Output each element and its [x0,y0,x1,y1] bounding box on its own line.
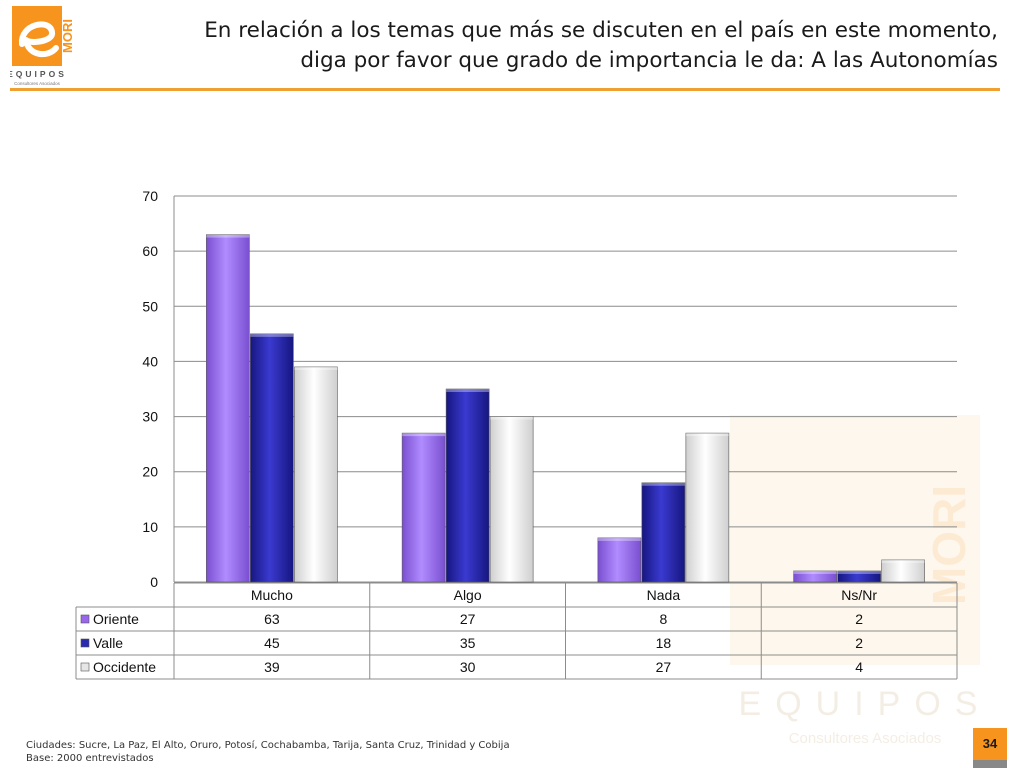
legend-key-valle [80,638,90,648]
watermark-brand-text: EQUIPOS [739,685,992,723]
legend-key-oriente [80,614,90,624]
table-cell-value: 2 [855,611,863,627]
bar-highlight [250,333,294,337]
table-cell-value: 4 [855,659,863,675]
y-tick-label: 10 [142,519,158,535]
logo-brand-text: EQUIPOS [10,69,67,79]
table-cell-value: 18 [656,635,672,651]
x-tick-label: Nada [647,587,681,603]
table-cell-value: 39 [264,659,280,675]
bar-occidente-nsnr [881,559,925,583]
logo-tagline-text: Consultores Asociados [14,81,61,86]
watermark-tagline-text: Consultores Asociados [789,730,942,747]
bar-valle-algo [445,388,490,583]
y-tick-label: 40 [142,353,158,369]
bar-highlight [402,433,446,437]
x-tick-label: Ns/Nr [841,587,877,603]
equipos-mori-logo: MORI EQUIPOS Consultores Asociados [10,6,75,86]
x-tick-label: Mucho [251,587,293,603]
bar-highlight [793,570,837,574]
title-line-1: En relación a los temas que más se discu… [204,18,998,43]
table-cell-value: 63 [264,611,280,627]
table-cell-value: 27 [656,659,672,675]
y-tick-label: 20 [142,464,158,480]
table-cell-value: 2 [855,635,863,651]
bar-valle-mucho [250,333,294,583]
table-cell-value: 27 [460,611,476,627]
bar-oriente-nada [597,537,642,583]
watermark-mori-text: MORI [923,485,975,605]
bar-valle-nsnr [837,570,881,583]
legend-label-occidente: Occidente [93,659,156,675]
table-cell-value: 45 [264,635,280,651]
bar-highlight [597,537,641,541]
bars-layer [206,234,925,583]
y-tick-label: 0 [150,574,158,590]
footnote-cities: Ciudades: Sucre, La Paz, El Alto, Oruro,… [26,740,510,751]
bar-oriente-nsnr [793,570,837,583]
bar-highlight [294,366,338,370]
bar-highlight [206,234,250,238]
title-line-2: diga por favor que grado de importancia … [300,48,998,73]
legend-label-oriente: Oriente [93,611,139,627]
x-tick-label: Algo [454,587,482,603]
mori-watermark: MORI EQUIPOS Consultores Asociados [730,415,992,747]
bar-occidente-algo [489,416,534,583]
bar-valle-nada [641,482,686,583]
y-tick-label: 60 [142,243,158,259]
title-underline [10,88,1000,91]
bar-oriente-mucho [206,234,250,583]
data-table: Mucho Algo Nada Ns/Nr Oriente 63 27 8 2 Valle 45 35… [75,582,958,680]
footnote-base: Base: 2000 entrevistados [26,753,154,764]
bar-highlight [685,433,729,437]
table-cell-value: 35 [460,635,476,651]
logo-mori-text: MORI [60,19,75,53]
table-cell-value: 30 [460,659,476,675]
bar-highlight [490,416,534,420]
page-number: 34 [973,728,1007,760]
y-tick-label: 70 [142,188,158,204]
bar-highlight [837,570,881,574]
table-cell-value: 8 [659,611,667,627]
bar-highlight [641,482,685,486]
y-tick-label: 50 [142,298,158,314]
page-tab [973,760,1007,768]
bar-highlight [881,559,925,563]
bar-oriente-algo [401,432,446,583]
bar-occidente-mucho [294,366,338,583]
slide-title: En relación a los temas que más se discu… [90,16,998,76]
bar-highlight [446,389,490,392]
y-tick-label: 30 [142,409,158,425]
legend-label-valle: Valle [93,635,123,651]
bar-occidente-nada [685,432,730,583]
legend-key-occidente [80,662,90,672]
